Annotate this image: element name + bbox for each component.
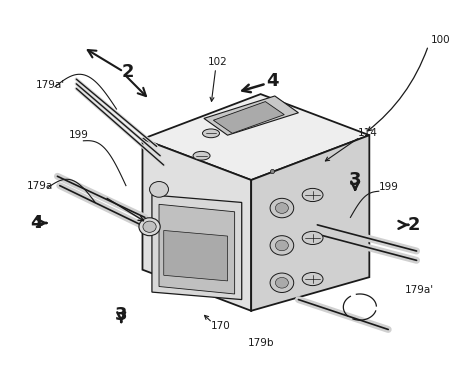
- Polygon shape: [204, 96, 299, 135]
- Ellipse shape: [139, 218, 160, 236]
- Text: 2: 2: [408, 216, 420, 234]
- Text: 100: 100: [431, 35, 450, 45]
- Text: 179b: 179b: [247, 338, 274, 348]
- Ellipse shape: [193, 152, 210, 160]
- Text: 102: 102: [208, 57, 228, 68]
- Ellipse shape: [302, 231, 323, 244]
- Ellipse shape: [270, 198, 294, 218]
- Text: 179a': 179a': [405, 285, 434, 295]
- Ellipse shape: [302, 188, 323, 201]
- Polygon shape: [213, 102, 284, 134]
- Text: 3: 3: [115, 306, 128, 324]
- Text: 170: 170: [211, 321, 231, 331]
- Ellipse shape: [275, 240, 288, 251]
- Ellipse shape: [270, 273, 294, 292]
- Polygon shape: [143, 94, 369, 180]
- Polygon shape: [152, 195, 242, 300]
- Text: 4: 4: [30, 214, 42, 232]
- Text: 3: 3: [349, 171, 361, 189]
- Ellipse shape: [202, 129, 219, 138]
- Text: 199: 199: [379, 183, 399, 192]
- Text: 2: 2: [122, 63, 135, 81]
- Text: 179a: 179a: [27, 181, 53, 190]
- Ellipse shape: [275, 203, 288, 213]
- Polygon shape: [159, 204, 235, 294]
- Ellipse shape: [150, 182, 168, 197]
- Ellipse shape: [270, 236, 294, 255]
- Polygon shape: [251, 135, 369, 311]
- Ellipse shape: [143, 221, 156, 232]
- Text: 114: 114: [357, 128, 377, 138]
- Ellipse shape: [275, 278, 288, 288]
- Polygon shape: [143, 139, 251, 311]
- Ellipse shape: [302, 273, 323, 286]
- Polygon shape: [164, 231, 228, 281]
- Text: 4: 4: [266, 72, 279, 90]
- Text: 179a': 179a': [36, 80, 65, 90]
- Text: 199: 199: [69, 130, 89, 140]
